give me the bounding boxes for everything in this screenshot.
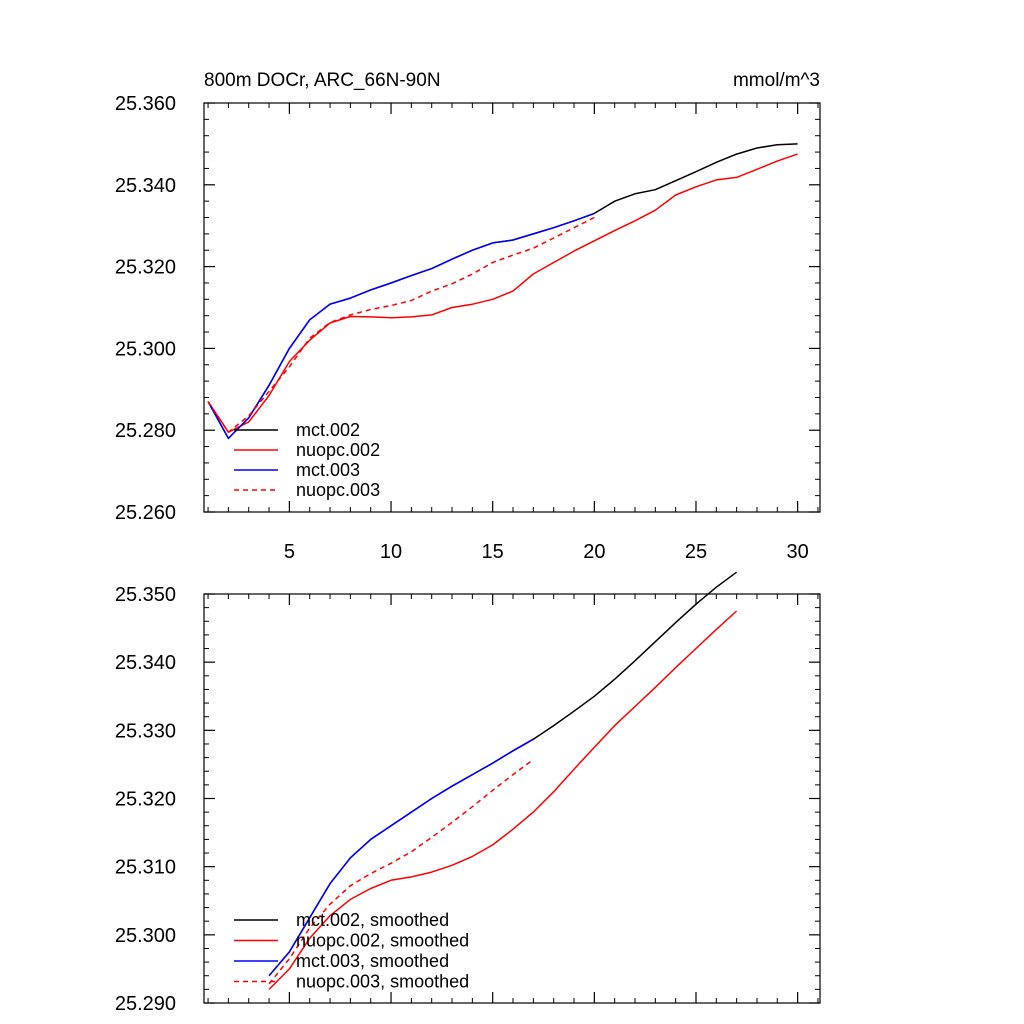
x-tick-label: 5 xyxy=(284,541,295,563)
series-line-mct-003 xyxy=(207,212,595,440)
chart-title: 800m DOCr, ARC_66N-90N xyxy=(204,70,441,91)
legend-label: mct.003, smoothed xyxy=(296,951,449,971)
y-tick-label: 25.300 xyxy=(115,338,176,360)
series-line-nuopc-002-smoothed xyxy=(268,610,738,990)
y-tick-label: 25.260 xyxy=(115,502,176,524)
x-tick-label: 25 xyxy=(685,541,707,563)
y-tick-label: 25.280 xyxy=(115,420,176,442)
y-tick-label: 25.300 xyxy=(115,925,176,947)
y-tick-label: 25.360 xyxy=(115,93,176,115)
y-tick-label: 25.340 xyxy=(115,652,176,674)
units-label: mmol/m^3 xyxy=(733,70,820,91)
y-tick-label: 25.290 xyxy=(115,993,176,1015)
x-tick-label: 20 xyxy=(583,541,605,563)
legend-label: mct.003 xyxy=(296,460,360,480)
legend-label: nuopc.003 xyxy=(296,480,380,500)
series-line-mct-003-smoothed xyxy=(268,738,534,977)
legend-label: mct.002 xyxy=(296,420,360,440)
series-line-mct-002 xyxy=(207,143,798,440)
panel-top: 25.260 25.280 25.300 25.320 25.340 25.360 5 10 1… xyxy=(115,93,821,563)
x-tick-label: 30 xyxy=(787,541,809,563)
legend-label: mct.002, smoothed xyxy=(296,910,449,930)
series-line-nuopc-003 xyxy=(207,216,595,433)
y-tick-label: 25.330 xyxy=(115,720,176,742)
y-tick-label: 25.340 xyxy=(115,175,176,197)
y-tick-label: 25.320 xyxy=(115,789,176,811)
x-tick-label: 15 xyxy=(482,541,504,563)
legend-label: nuopc.003, smoothed xyxy=(296,972,469,992)
series-line-nuopc-002 xyxy=(207,153,798,433)
y-tick-label: 25.320 xyxy=(115,257,176,279)
x-tick-label: 10 xyxy=(380,541,402,563)
y-tick-label: 25.310 xyxy=(115,857,176,879)
y-tick-label: 25.350 xyxy=(115,584,176,606)
series-line-nuopc-003-smoothed xyxy=(268,758,534,985)
legend-label: nuopc.002, smoothed xyxy=(296,931,469,951)
plot-frame xyxy=(203,102,821,513)
panel-bottom: 25.290 25.300 25.310 25.320 25.330 25.340 25.3… xyxy=(115,571,821,1015)
legend-label: nuopc.002 xyxy=(296,440,380,460)
